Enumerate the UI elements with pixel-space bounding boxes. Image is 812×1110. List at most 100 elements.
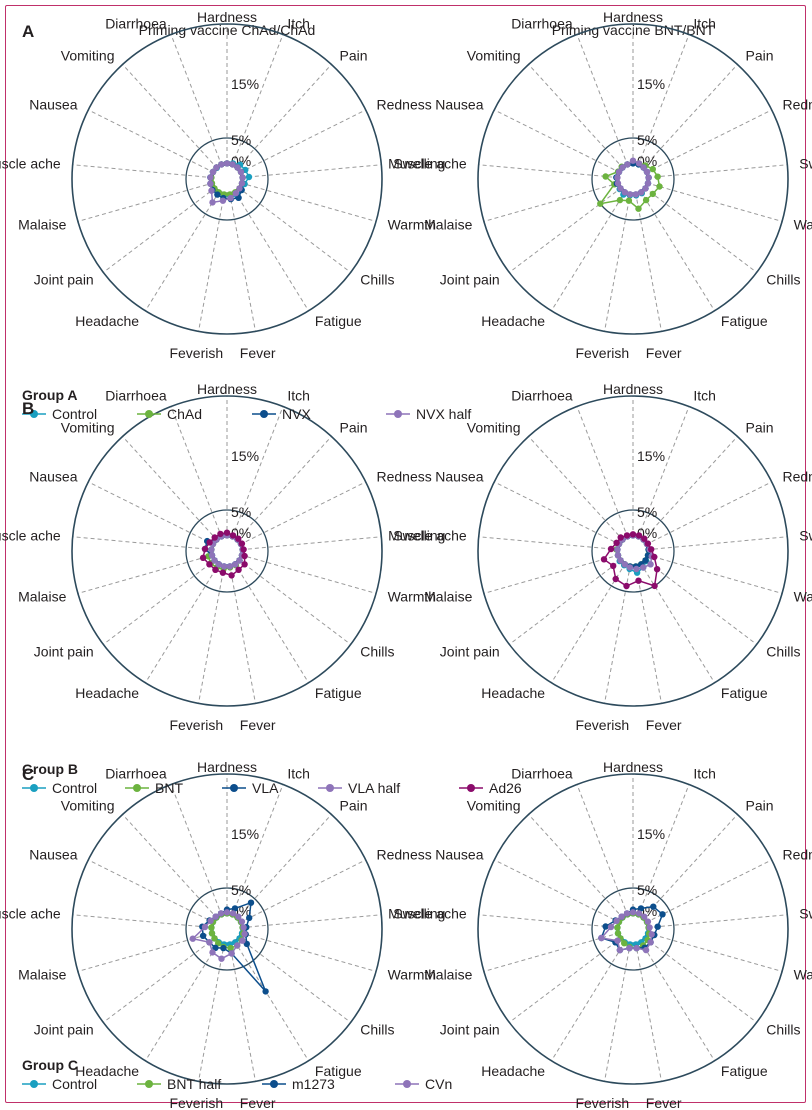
data-point [614, 552, 622, 559]
spoke-line [198, 564, 225, 704]
data-point [638, 189, 645, 196]
spoke-line [103, 559, 217, 645]
data-point [647, 561, 654, 568]
data-point [632, 191, 640, 198]
spoke-line [635, 942, 662, 1082]
spoke-line [229, 192, 256, 332]
category-label: Fatigue [721, 313, 768, 329]
legend-swatch-dot [145, 410, 153, 418]
data-point [238, 540, 246, 547]
data-point [602, 173, 609, 180]
data-point [207, 917, 214, 924]
category-label: Headache [75, 685, 139, 701]
data-point [201, 923, 209, 931]
data-point [607, 545, 615, 553]
spoke-line [646, 914, 788, 929]
spoke-line [645, 481, 772, 546]
category-label: Warmth [388, 589, 436, 605]
data-point [617, 534, 624, 541]
data-point [635, 577, 642, 584]
category-label: Pain [746, 798, 774, 814]
data-point [644, 180, 652, 187]
spoke-line [170, 34, 223, 167]
data-point [214, 191, 221, 198]
category-label: Hardness [197, 381, 257, 397]
data-point [238, 180, 246, 187]
spoke-line [509, 187, 623, 273]
category-label: Chills [360, 644, 394, 660]
legend-swatch-dot [403, 1080, 411, 1088]
spoke-line [483, 554, 620, 594]
spoke-line [236, 64, 332, 169]
legend-swatch-dot [30, 410, 38, 418]
data-point [647, 939, 654, 946]
data-point [223, 529, 231, 536]
spoke-line [122, 814, 218, 919]
category-label: Headache [481, 1063, 545, 1079]
panel-letter: B [22, 399, 34, 418]
spoke-line [240, 536, 382, 551]
spoke-line [236, 436, 332, 541]
data-point [618, 913, 625, 920]
data-point [206, 561, 213, 568]
data-point [651, 582, 658, 590]
legend-label: VLA half [348, 780, 400, 796]
data-point [227, 944, 234, 952]
spoke-line [604, 942, 631, 1082]
spoke-line [72, 536, 214, 551]
legend-swatch-dot [30, 784, 38, 792]
category-label: Redness [376, 469, 431, 485]
category-label: Hardness [603, 759, 663, 775]
data-point [211, 557, 218, 564]
tick-label-5: 5% [637, 882, 657, 898]
spoke-line [509, 937, 623, 1023]
data-point [656, 183, 663, 190]
category-label: Warmth [388, 217, 436, 233]
data-point [234, 164, 241, 171]
category-label: Feverish [169, 1095, 223, 1110]
category-label: Joint pain [440, 1022, 500, 1038]
spoke-line [639, 190, 716, 312]
data-point [619, 164, 626, 171]
category-label: Nausea [435, 847, 483, 863]
spoke-line [550, 562, 627, 684]
data-point [239, 937, 246, 944]
legend-label: m1273 [292, 1076, 335, 1092]
category-label: Vomiting [467, 420, 521, 436]
outer-ring [71, 23, 383, 335]
data-point [614, 546, 621, 553]
category-label: Fever [646, 717, 682, 733]
category-label: Feverish [575, 345, 629, 361]
spoke-line [478, 536, 620, 551]
category-label: Pain [340, 420, 368, 436]
legend-item: CVn [395, 1076, 452, 1092]
data-point [624, 161, 631, 168]
legend-label: NVX half [416, 406, 471, 422]
legend-label: VLA [252, 780, 279, 796]
data-point [626, 564, 634, 571]
category-label: Itch [693, 765, 716, 781]
data-point [208, 552, 216, 559]
data-point [207, 180, 214, 187]
spoke-line [170, 784, 223, 917]
data-point [212, 944, 219, 951]
category-label: Diarrhoea [105, 15, 167, 31]
data-point [621, 189, 628, 196]
data-point [649, 165, 656, 173]
radar-chart-1: Priming vaccine ChAd/ChAd0%5%15%Hardness… [0, 9, 445, 361]
category-label: Itch [287, 15, 310, 31]
category-label: Swelling [393, 156, 445, 172]
data-point [648, 931, 655, 938]
data-point [648, 546, 655, 553]
category-label: Chills [766, 644, 800, 660]
spoke-line [77, 182, 214, 222]
data-point [236, 185, 243, 192]
ring-5pct [591, 509, 675, 593]
spoke-line [639, 562, 716, 684]
series-cvn [598, 909, 655, 954]
category-label: Swelling [393, 528, 445, 544]
spoke-line [198, 192, 225, 332]
category-label: Pain [746, 48, 774, 64]
data-point [644, 918, 652, 925]
